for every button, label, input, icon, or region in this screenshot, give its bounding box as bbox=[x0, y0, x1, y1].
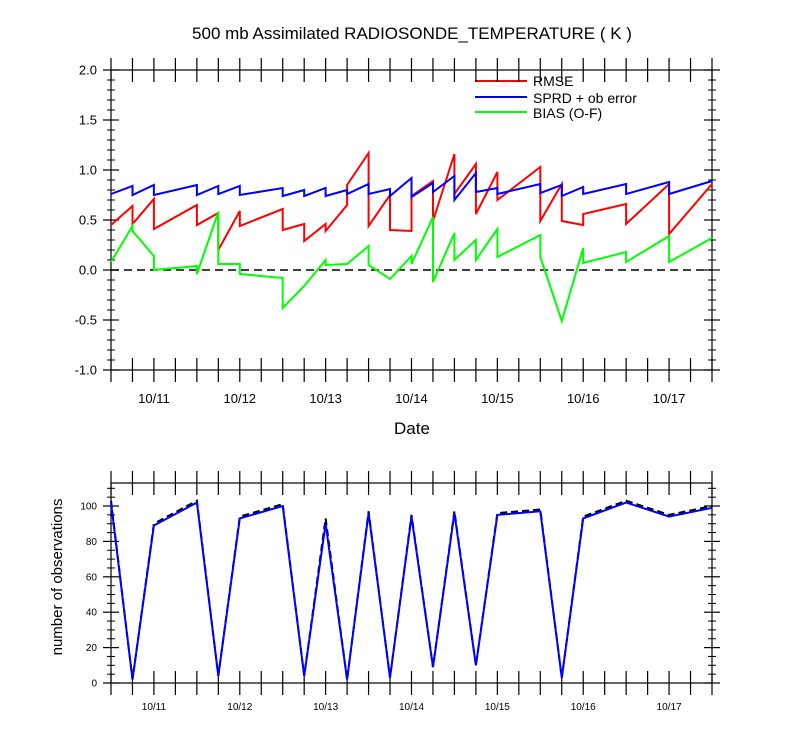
top-x-tick-label: 10/17 bbox=[653, 391, 686, 406]
top-x-tick-label: 10/13 bbox=[309, 391, 342, 406]
top-x-tick-label: 10/14 bbox=[395, 391, 428, 406]
chart-title: 500 mb Assimilated RADIOSONDE_TEMPERATUR… bbox=[192, 24, 632, 43]
bottom-x-tick-label: 10/14 bbox=[399, 702, 424, 713]
bottom-plot-frame bbox=[110, 482, 713, 684]
legend-label-bias: BIAS (O-F) bbox=[533, 105, 602, 121]
top-y-tick-label: 2.0 bbox=[79, 63, 97, 78]
legend-label-sprd: SPRD + ob error bbox=[533, 90, 637, 106]
legend: RMSE SPRD + ob error BIAS (O-F) bbox=[475, 73, 637, 121]
top-series-line-sprd-ob-error bbox=[110, 170, 713, 203]
bottom-y-tick-label: 60 bbox=[86, 572, 98, 583]
bottom-x-tick-label: 10/16 bbox=[571, 702, 596, 713]
top-y-tick-label: 0.0 bbox=[79, 263, 97, 278]
bottom-series-line-observations-assimilated bbox=[110, 500, 713, 680]
bottom-series-line-observations-available bbox=[110, 499, 713, 680]
top-x-tick-label: 10/11 bbox=[138, 391, 170, 406]
bottom-y-tick-label: 100 bbox=[80, 502, 97, 513]
top-series-line-rmse bbox=[110, 149, 713, 251]
bottom-x-tick-label: 10/17 bbox=[657, 702, 682, 713]
bottom-y-tick-label: 80 bbox=[86, 537, 98, 548]
bottom-x-tick-label: 10/12 bbox=[227, 702, 252, 713]
top-panel: 10/11 10/12 10/13 10/14 10/15 10/16 10/17 -1.0 -… bbox=[75, 58, 720, 406]
top-y-tick-label: -1.0 bbox=[75, 363, 97, 378]
top-y-tick-label: 0.5 bbox=[79, 213, 97, 228]
legend-label-rmse: RMSE bbox=[533, 73, 573, 89]
x-axis-label: Date bbox=[394, 419, 430, 438]
bottom-panel: 10/11 10/12 10/13 10/14 10/15 10/16 10/17 0 20 40… bbox=[80, 471, 720, 713]
bottom-y-tick-label: 40 bbox=[86, 608, 98, 619]
bottom-x-tick-label: 10/15 bbox=[485, 702, 510, 713]
top-y-tick-label: -0.5 bbox=[75, 313, 97, 328]
top-x-tick-label: 10/16 bbox=[567, 391, 600, 406]
top-y-tick-label: 1.5 bbox=[79, 113, 97, 128]
top-y-tick-label: 1.0 bbox=[79, 163, 97, 178]
top-x-tick-label: 10/12 bbox=[224, 391, 257, 406]
top-x-tick-label: 10/15 bbox=[481, 391, 514, 406]
bottom-x-tick-label: 10/11 bbox=[142, 702, 167, 713]
bottom-x-tick-label: 10/13 bbox=[313, 702, 338, 713]
bottom-y-tick-label: 20 bbox=[86, 643, 98, 654]
y-axis-label-observations: number of observations bbox=[49, 499, 66, 656]
bottom-y-tick-label: 0 bbox=[91, 679, 97, 690]
top-series-line-bias-o-f bbox=[110, 211, 713, 325]
